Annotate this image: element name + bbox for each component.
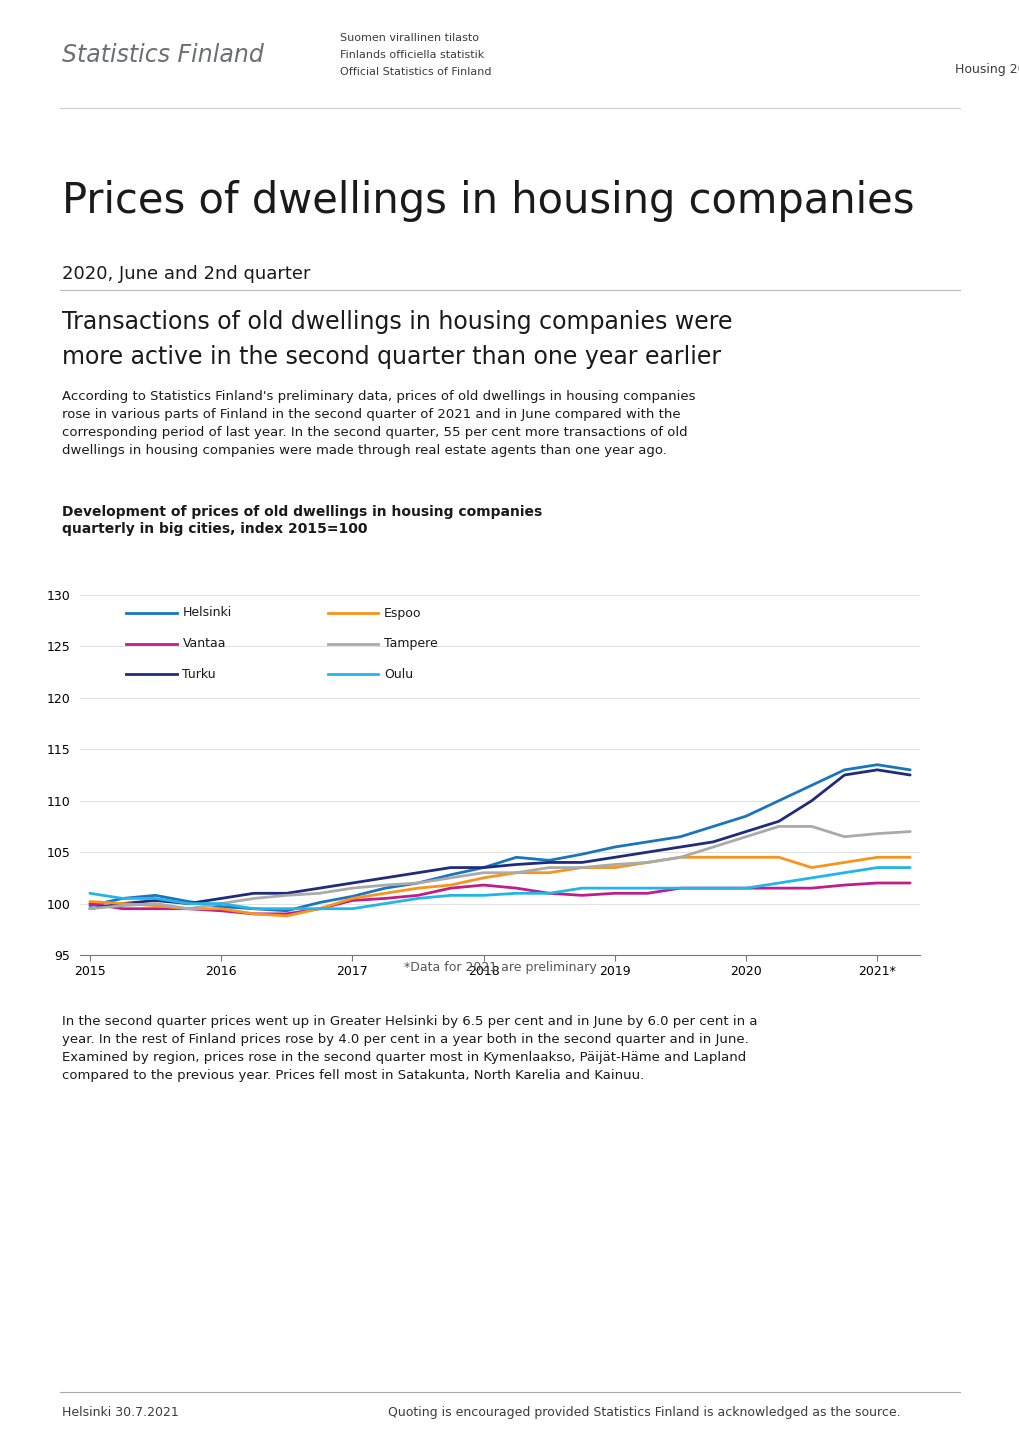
Text: Suomen virallinen tilasto: Suomen virallinen tilasto <box>339 33 479 43</box>
Text: dwellings in housing companies were made through real estate agents than one yea: dwellings in housing companies were made… <box>62 444 666 457</box>
Text: 2020, June and 2nd quarter: 2020, June and 2nd quarter <box>62 265 310 283</box>
Text: Espoo: Espoo <box>384 607 421 620</box>
Text: Statistics Finland: Statistics Finland <box>62 43 264 66</box>
Text: Official Statistics of Finland: Official Statistics of Finland <box>339 66 491 76</box>
Text: Development of prices of old dwellings in housing companies: Development of prices of old dwellings i… <box>62 505 542 519</box>
Text: Tampere: Tampere <box>384 637 437 650</box>
Text: corresponding period of last year. In the second quarter, 55 per cent more trans: corresponding period of last year. In th… <box>62 425 687 438</box>
Text: Vantaa: Vantaa <box>182 637 226 650</box>
Text: Quoting is encouraged provided Statistics Finland is acknowledged as the source.: Quoting is encouraged provided Statistic… <box>387 1406 900 1419</box>
Text: *Data for 2021 are preliminary: *Data for 2021 are preliminary <box>404 960 596 973</box>
Text: more active in the second quarter than one year earlier: more active in the second quarter than o… <box>62 345 720 369</box>
Text: Examined by region, prices rose in the second quarter most in Kymenlaakso, Päijä: Examined by region, prices rose in the s… <box>62 1051 746 1064</box>
Text: Prices of dwellings in housing companies: Prices of dwellings in housing companies <box>62 180 914 222</box>
Text: According to Statistics Finland's preliminary data, prices of old dwellings in h: According to Statistics Finland's prelim… <box>62 389 695 402</box>
Text: In the second quarter prices went up in Greater Helsinki by 6.5 per cent and in : In the second quarter prices went up in … <box>62 1015 757 1028</box>
Text: Transactions of old dwellings in housing companies were: Transactions of old dwellings in housing… <box>62 310 732 335</box>
Text: Helsinki: Helsinki <box>182 607 231 620</box>
Text: Housing 2021: Housing 2021 <box>954 63 1019 76</box>
Text: year. In the rest of Finland prices rose by 4.0 per cent in a year both in the s: year. In the rest of Finland prices rose… <box>62 1032 748 1045</box>
Text: Oulu: Oulu <box>384 668 413 681</box>
Text: rose in various parts of Finland in the second quarter of 2021 and in June compa: rose in various parts of Finland in the … <box>62 408 680 421</box>
Text: Helsinki 30.7.2021: Helsinki 30.7.2021 <box>62 1406 178 1419</box>
Text: Turku: Turku <box>182 668 216 681</box>
Text: Finlands officiella statistik: Finlands officiella statistik <box>339 50 484 61</box>
Text: compared to the previous year. Prices fell most in Satakunta, North Karelia and : compared to the previous year. Prices fe… <box>62 1069 644 1082</box>
Text: quarterly in big cities, index 2015=100: quarterly in big cities, index 2015=100 <box>62 522 367 536</box>
